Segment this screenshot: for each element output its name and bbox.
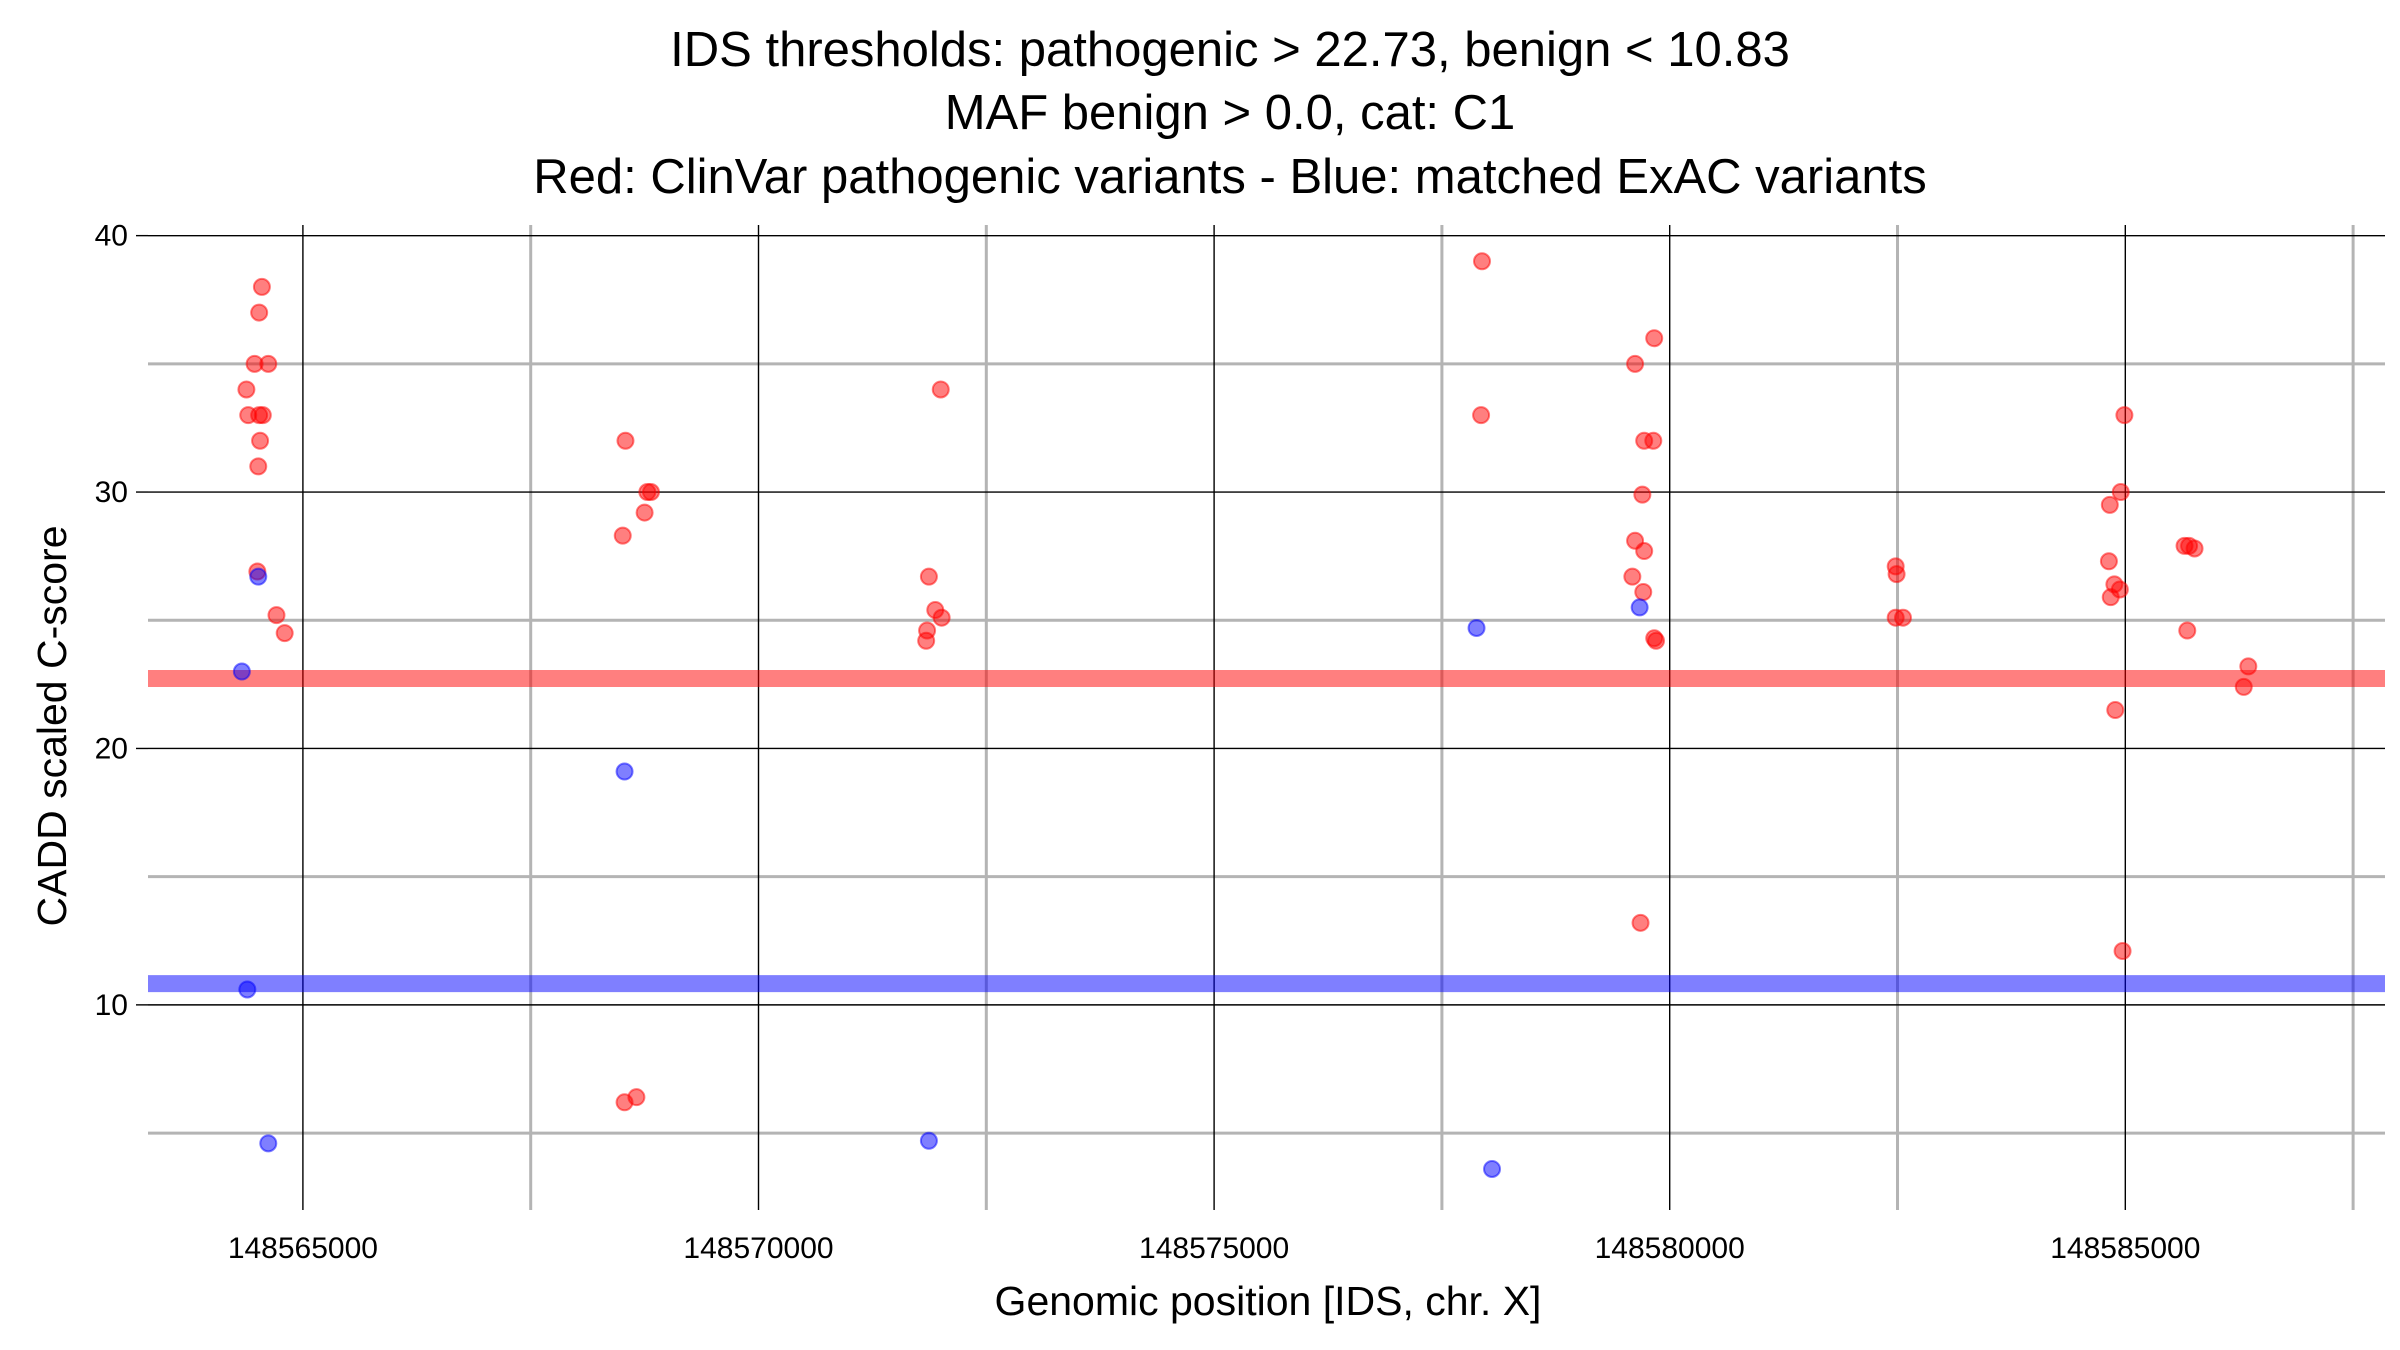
clinvar-pathogenic-point (1626, 354, 1645, 373)
clinvar-pathogenic-point (1647, 631, 1666, 650)
clinvar-pathogenic-point (252, 277, 271, 296)
clinvar-pathogenic-point (1645, 329, 1664, 348)
y-tick-label: 20 (95, 732, 128, 765)
clinvar-pathogenic-point (251, 431, 270, 450)
clinvar-pathogenic-point (259, 354, 278, 373)
clinvar-pathogenic-point (275, 624, 294, 643)
clinvar-pathogenic-point (932, 608, 951, 627)
clinvar-pathogenic-point (1633, 485, 1652, 504)
clinvar-pathogenic-point (253, 406, 272, 425)
clinvar-pathogenic-point (919, 567, 938, 586)
clinvar-pathogenic-point (1634, 583, 1653, 602)
clinvar-pathogenic-point (627, 1088, 646, 1107)
clinvar-pathogenic-point (2099, 552, 2118, 571)
clinvar-pathogenic-point (635, 503, 654, 522)
clinvar-pathogenic-point (249, 457, 268, 476)
clinvar-pathogenic-point (237, 380, 256, 399)
clinvar-pathogenic-point (641, 483, 660, 502)
exac-matched-point (919, 1131, 938, 1150)
clinvar-pathogenic-point (2178, 621, 2197, 640)
clinvar-pathogenic-point (1472, 252, 1491, 271)
x-tick-label: 148565000 (228, 1232, 378, 1265)
title-line-2: MAF benign > 0.0, cat: C1 (945, 86, 1516, 140)
clinvar-pathogenic-point (2111, 483, 2130, 502)
clinvar-pathogenic-point (1893, 608, 1912, 627)
clinvar-pathogenic-point (1472, 406, 1491, 425)
clinvar-pathogenic-point (917, 631, 936, 650)
data-points (232, 252, 2258, 1178)
clinvar-pathogenic-point (2115, 406, 2134, 425)
clinvar-pathogenic-point (616, 431, 635, 450)
exac-matched-point (1467, 618, 1486, 637)
y-axis-label: CADD scaled C-score (29, 526, 75, 927)
x-tick-label: 148580000 (1595, 1232, 1745, 1265)
clinvar-pathogenic-point (931, 380, 950, 399)
clinvar-pathogenic-point (267, 606, 286, 625)
clinvar-pathogenic-point (2100, 495, 2119, 514)
x-tick-label: 148585000 (2050, 1232, 2200, 1265)
clinvar-pathogenic-point (1644, 431, 1663, 450)
clinvar-pathogenic-point (1631, 913, 1650, 932)
clinvar-pathogenic-point (2175, 536, 2194, 555)
x-axis: 148565000 148570000 148575000 148580000 1485… (228, 1232, 2201, 1265)
clinvar-pathogenic-point (1635, 542, 1654, 561)
exac-matched-point (232, 662, 251, 681)
y-tick-label: 30 (95, 476, 128, 509)
exac-matched-point (259, 1134, 278, 1153)
major-grid (148, 225, 2385, 1210)
x-tick-label: 148570000 (683, 1232, 833, 1265)
y-axis: 10 20 30 40 (95, 220, 148, 1022)
exac-matched-point (615, 762, 634, 781)
clinvar-pathogenic-point (1887, 565, 1906, 584)
clinvar-pathogenic-point (2239, 657, 2258, 676)
clinvar-pathogenic-point (613, 526, 632, 545)
clinvar-pathogenic-point (2234, 677, 2253, 696)
title-line-3: Red: ClinVar pathogenic variants - Blue:… (533, 150, 1927, 204)
chart-title: IDS thresholds: pathogenic > 22.73, beni… (533, 23, 1927, 204)
exac-matched-point (1630, 598, 1649, 617)
minor-grid (148, 225, 2385, 1210)
y-tick-label: 40 (95, 220, 128, 253)
clinvar-pathogenic-point (250, 303, 269, 322)
exac-matched-point (238, 980, 257, 999)
x-tick-label: 148575000 (1139, 1232, 1289, 1265)
x-axis-label: Genomic position [IDS, chr. X] (995, 1278, 1542, 1324)
exac-matched-point (1483, 1159, 1502, 1178)
threshold-lines (148, 669, 2385, 993)
clinvar-pathogenic-point (2106, 701, 2125, 719)
title-line-1: IDS thresholds: pathogenic > 22.73, beni… (670, 23, 1790, 77)
clinvar-pathogenic-point (2113, 942, 2132, 961)
exac-matched-point (249, 567, 268, 586)
clinvar-pathogenic-point (2101, 588, 2120, 607)
y-tick-label: 10 (95, 989, 128, 1022)
clinvar-pathogenic-point (1623, 567, 1642, 586)
